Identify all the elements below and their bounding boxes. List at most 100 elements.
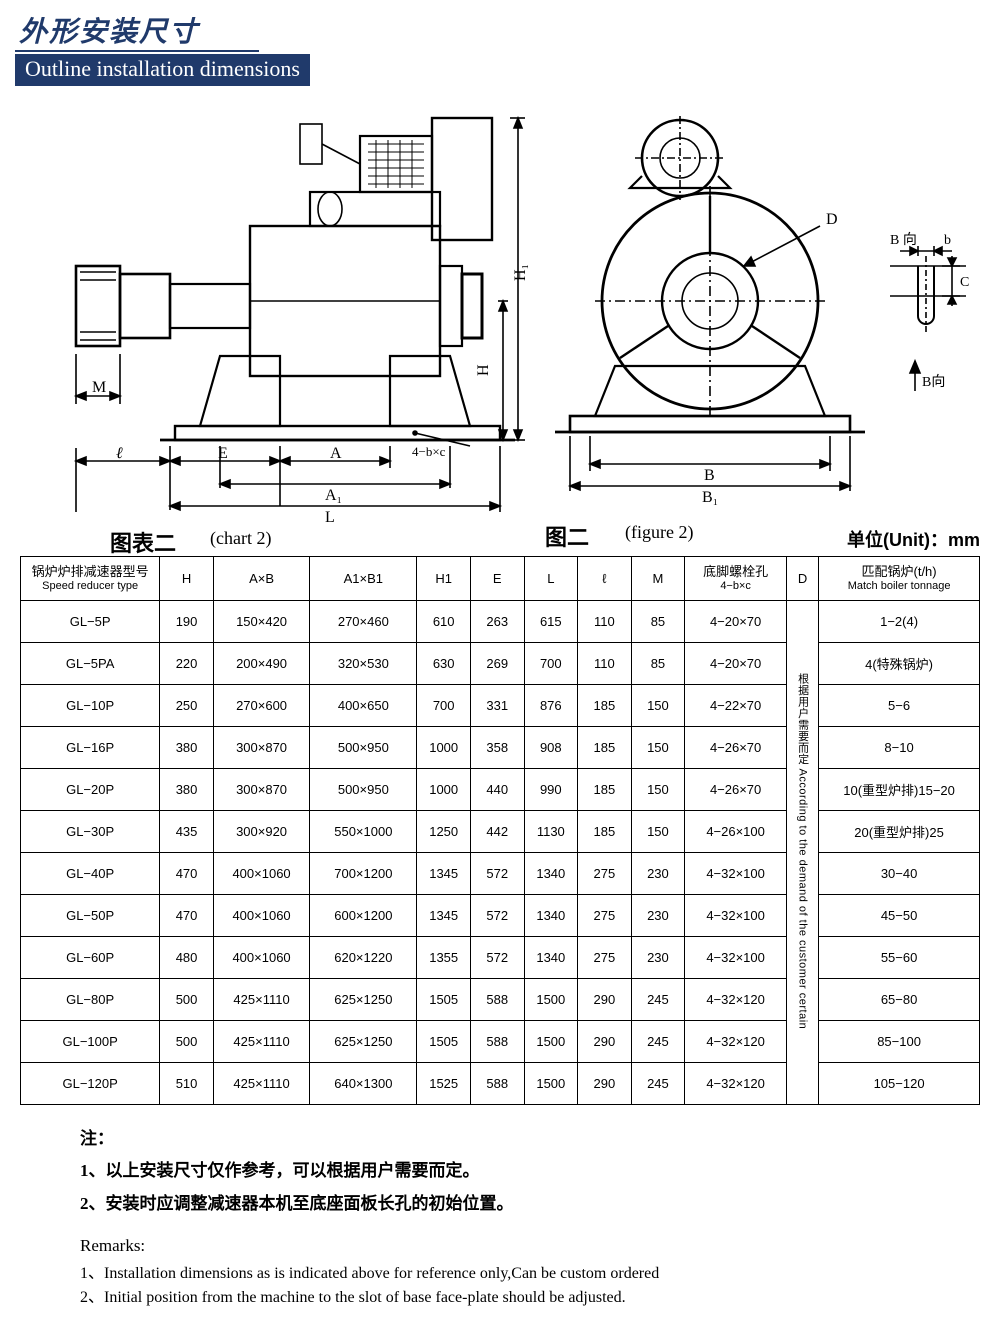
cell-D-merged: 根据用户需要而定 According to the demand of the … [787, 601, 819, 1105]
cell-bolt: 4−32×100 [685, 895, 787, 937]
svg-text:b: b [944, 233, 951, 248]
cell-type: GL−40P [21, 853, 160, 895]
cell-l: 290 [578, 979, 632, 1021]
cell-E: 358 [470, 727, 524, 769]
cell-L: 615 [524, 601, 578, 643]
cell-H1: 1505 [417, 1021, 471, 1063]
th-l: ℓ [578, 557, 632, 601]
figure2-en: (figure 2) [625, 522, 693, 543]
cell-bolt: 4−32×120 [685, 1063, 787, 1105]
cell-bolt: 4−20×70 [685, 643, 787, 685]
cell-l: 185 [578, 769, 632, 811]
cell-E: 588 [470, 1063, 524, 1105]
cell-H1: 610 [417, 601, 471, 643]
cell-type: GL−100P [21, 1021, 160, 1063]
cell-H: 510 [160, 1063, 214, 1105]
svg-text:E: E [218, 445, 228, 462]
cell-L: 1500 [524, 979, 578, 1021]
cell-L: 908 [524, 727, 578, 769]
svg-text:H: H [475, 364, 492, 376]
note-en-head: Remarks: [80, 1230, 920, 1262]
title-en-wrap: Outline installation dimensions [15, 54, 985, 86]
cell-M: 230 [631, 895, 685, 937]
cell-l: 290 [578, 1063, 632, 1105]
cell-M: 150 [631, 685, 685, 727]
svg-text:B向: B向 [922, 374, 945, 390]
cell-H1: 1345 [417, 895, 471, 937]
th-type: 锅炉炉排减速器型号 Speed reducer type [21, 557, 160, 601]
th-D: D [787, 557, 819, 601]
cell-l: 110 [578, 601, 632, 643]
th-H1: H1 [417, 557, 471, 601]
cell-H1: 1355 [417, 937, 471, 979]
cell-match: 20(重型炉排)25 [819, 811, 980, 853]
cell-H1: 1505 [417, 979, 471, 1021]
cell-match: 45−50 [819, 895, 980, 937]
cell-H: 470 [160, 853, 214, 895]
cell-A1xB1: 270×460 [310, 601, 417, 643]
cell-E: 263 [470, 601, 524, 643]
title-en: Outline installation dimensions [15, 54, 310, 86]
th-A1xB1: A1×B1 [310, 557, 417, 601]
th-AxB: A×B [213, 557, 309, 601]
cell-L: 876 [524, 685, 578, 727]
cell-A1xB1: 500×950 [310, 727, 417, 769]
cell-AxB: 150×420 [213, 601, 309, 643]
table-row: GL−120P510425×1110640×130015255881500290… [21, 1063, 980, 1105]
cell-bolt: 4−32×100 [685, 853, 787, 895]
table-row: GL−10P250270×600400×6507003318761851504−… [21, 685, 980, 727]
cell-A1xB1: 500×950 [310, 769, 417, 811]
cell-match: 8−10 [819, 727, 980, 769]
cell-type: GL−120P [21, 1063, 160, 1105]
cell-E: 442 [470, 811, 524, 853]
table-row: GL−30P435300×920550×10001250442113018515… [21, 811, 980, 853]
svg-text:4−b×c: 4−b×c [412, 444, 446, 459]
svg-text:A: A [330, 445, 342, 462]
th-match: 匹配锅炉(t/h) Match boiler tonnage [819, 557, 980, 601]
cell-AxB: 400×1060 [213, 853, 309, 895]
cell-A1xB1: 620×1220 [310, 937, 417, 979]
table-row: GL−20P380300×870500×95010004409901851504… [21, 769, 980, 811]
table-row: GL−5PA220200×490320×530630269700110854−2… [21, 643, 980, 685]
cell-AxB: 300×920 [213, 811, 309, 853]
cell-L: 990 [524, 769, 578, 811]
cell-AxB: 400×1060 [213, 937, 309, 979]
cell-H: 380 [160, 769, 214, 811]
th-bolt: 底脚螺栓孔 4−b×c [685, 557, 787, 601]
unit-label: 单位(Unit)：mm [847, 526, 980, 552]
cell-l: 275 [578, 853, 632, 895]
cell-AxB: 400×1060 [213, 895, 309, 937]
table-row: GL−60P480400×1060620×1220135557213402752… [21, 937, 980, 979]
cell-M: 150 [631, 727, 685, 769]
cell-H: 435 [160, 811, 214, 853]
cell-AxB: 270×600 [213, 685, 309, 727]
svg-text:A₁: A₁ [325, 487, 342, 504]
dimension-table: 锅炉炉排减速器型号 Speed reducer type H A×B A1×B1… [20, 556, 980, 1105]
cell-match: 1−2(4) [819, 601, 980, 643]
cell-H: 220 [160, 643, 214, 685]
cell-l: 185 [578, 727, 632, 769]
cell-E: 572 [470, 937, 524, 979]
cell-H1: 1250 [417, 811, 471, 853]
cell-H: 250 [160, 685, 214, 727]
cell-l: 185 [578, 685, 632, 727]
svg-text:L: L [325, 509, 335, 526]
cell-L: 1340 [524, 853, 578, 895]
svg-text:C: C [960, 275, 969, 290]
cell-bolt: 4−32×120 [685, 979, 787, 1021]
cell-M: 85 [631, 601, 685, 643]
svg-text:ℓ: ℓ [116, 445, 123, 462]
cell-bolt: 4−20×70 [685, 601, 787, 643]
cell-match: 10(重型炉排)15−20 [819, 769, 980, 811]
cell-match: 65−80 [819, 979, 980, 1021]
cell-M: 150 [631, 769, 685, 811]
cell-l: 110 [578, 643, 632, 685]
cell-match: 55−60 [819, 937, 980, 979]
cell-M: 85 [631, 643, 685, 685]
cell-A1xB1: 550×1000 [310, 811, 417, 853]
cell-AxB: 300×870 [213, 769, 309, 811]
cell-match: 4(特殊锅炉) [819, 643, 980, 685]
title-zh: 外形安装尺寸 [15, 10, 259, 52]
diagram-figure: H₁ H M ℓ E A A₁ L 4−b×c D B B₁ B 向 b C B… [20, 96, 980, 526]
cell-A1xB1: 625×1250 [310, 979, 417, 1021]
